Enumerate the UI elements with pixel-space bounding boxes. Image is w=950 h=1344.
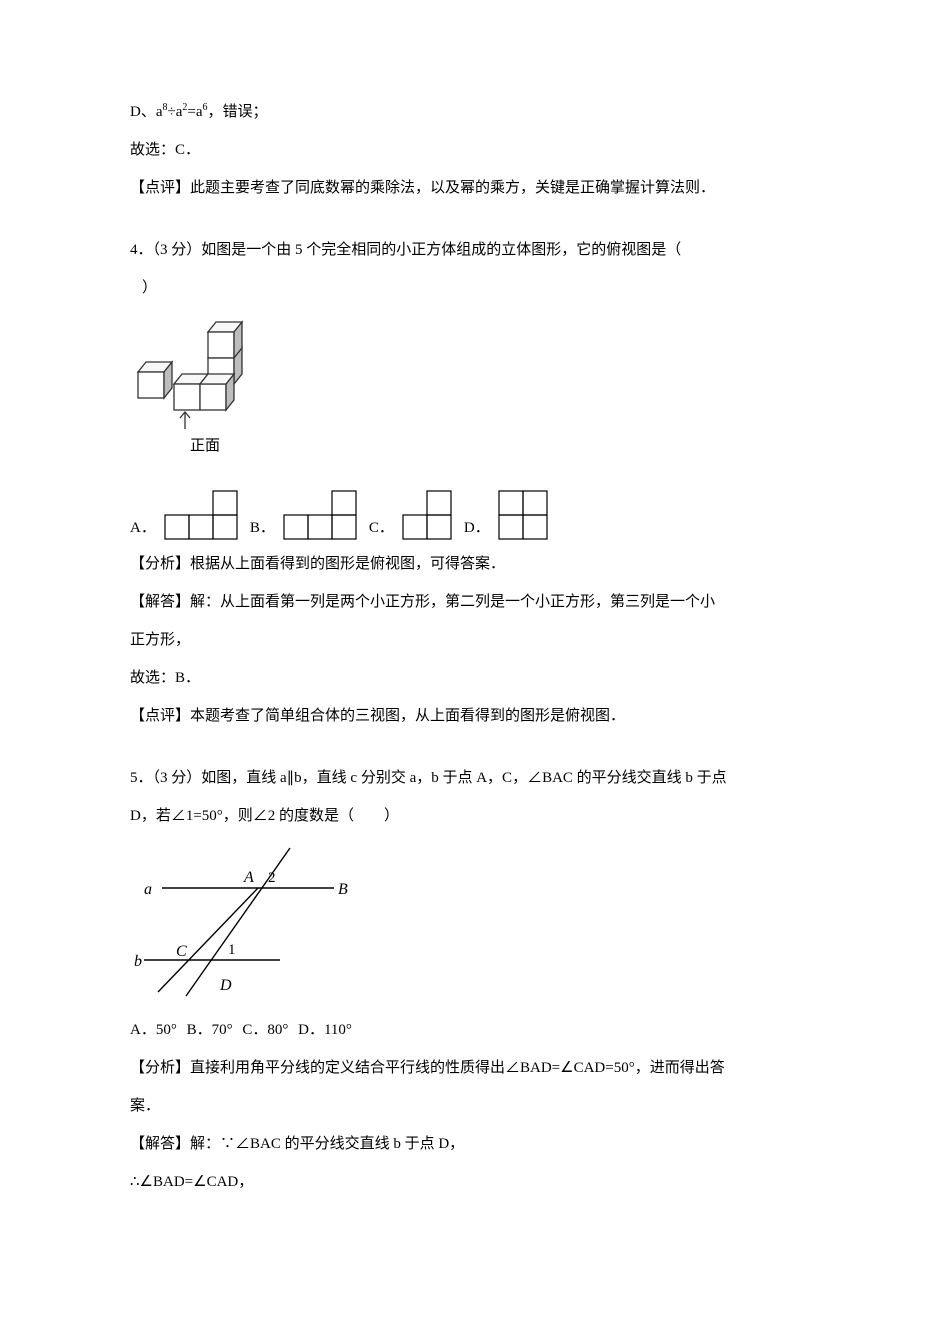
q4-options-row: A． B． C． — [130, 488, 830, 542]
opt-d-label: D． — [464, 516, 490, 542]
q5-svg: a b A B C D 1 2 — [130, 842, 360, 1002]
q5-analysis-2: 案． — [130, 1094, 830, 1118]
lbl-a: a — [144, 881, 152, 898]
opt-d-svg — [494, 488, 550, 542]
lbl-C: C — [176, 943, 187, 960]
q4-option-b: B． — [250, 488, 359, 542]
q4-option-a: A． — [130, 488, 240, 542]
opt-c-label: C． — [369, 516, 394, 542]
q5-solve-2: ∴∠BAD=∠CAD， — [130, 1170, 830, 1194]
lbl-2: 2 — [268, 870, 276, 886]
opt-b-svg — [279, 488, 359, 542]
q4-analysis: 【分析】根据从上面看得到的图形是俯视图，可得答案． — [130, 552, 830, 576]
q3-answer: 故选：C． — [130, 138, 830, 162]
q4-option-c: C． — [369, 488, 454, 542]
q4-option-d: D． — [464, 488, 550, 542]
q4-stem-2: ） — [130, 276, 830, 300]
lbl-b: b — [134, 953, 142, 970]
opt-b-label: B． — [250, 516, 275, 542]
lbl-D: D — [219, 977, 232, 994]
opt-c-svg — [398, 488, 454, 542]
q4-solve-1: 【解答】解：从上面看第一列是两个小正方形，第二列是一个小正方形，第三列是一个小 — [130, 590, 830, 614]
q4-comment: 【点评】本题考查了简单组合体的三视图，从上面看得到的图形是俯视图． — [130, 704, 830, 728]
q5-stem-2: D，若∠1=50°，则∠2 的度数是（ ） — [130, 804, 830, 828]
q4-answer: 故选：B． — [130, 666, 830, 690]
txt: ，错误； — [208, 104, 268, 120]
q5-analysis-1: 【分析】直接利用角平分线的定义结合平行线的性质得出∠BAD=∠CAD=50°，进… — [130, 1056, 830, 1080]
txt: ÷a — [168, 104, 183, 120]
lbl-A: A — [243, 869, 254, 886]
q5-choice-a: A．50° — [130, 1022, 177, 1038]
txt: D、a — [130, 104, 163, 120]
opt-a-label: A． — [130, 516, 156, 542]
opt-a-svg — [160, 488, 240, 542]
q4-stem-1: 4．（3 分）如图是一个由 5 个完全相同的小正方体组成的立体图形，它的俯视图是… — [130, 238, 830, 262]
q3-option-d: D、a8÷a2=a6，错误； — [130, 100, 830, 124]
q5-choice-d: D．110° — [298, 1022, 352, 1038]
q4-solve-2: 正方形， — [130, 628, 830, 652]
front-label: 正面 — [150, 434, 260, 458]
q5-choices: A．50° B．70° C．80° D．110° — [130, 1018, 830, 1042]
lbl-B: B — [338, 881, 348, 898]
q5-stem-1: 5．（3 分）如图，直线 a∥b，直线 c 分别交 a，b 于点 A，C，∠BA… — [130, 766, 830, 790]
q5-choice-c: C．80° — [242, 1022, 288, 1038]
cube-svg — [130, 314, 270, 434]
lbl-1: 1 — [228, 942, 236, 958]
q5-solve-1: 【解答】解：∵∠BAC 的平分线交直线 b 于点 D， — [130, 1132, 830, 1156]
q5-figure: a b A B C D 1 2 — [130, 842, 830, 1002]
txt: =a — [187, 104, 202, 120]
q3-comment: 【点评】此题主要考查了同底数幂的乘除法，以及幂的乘方，关键是正确掌握计算法则． — [130, 176, 830, 200]
q4-cube-figure — [130, 314, 830, 434]
q5-choice-b: B．70° — [187, 1022, 233, 1038]
